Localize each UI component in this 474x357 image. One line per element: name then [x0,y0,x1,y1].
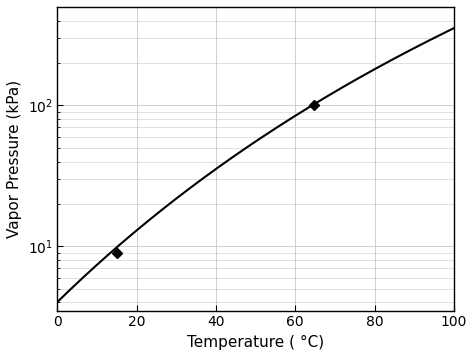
X-axis label: Temperature ( °C): Temperature ( °C) [187,335,324,350]
Y-axis label: Vapor Pressure (kPa): Vapor Pressure (kPa) [7,80,22,238]
